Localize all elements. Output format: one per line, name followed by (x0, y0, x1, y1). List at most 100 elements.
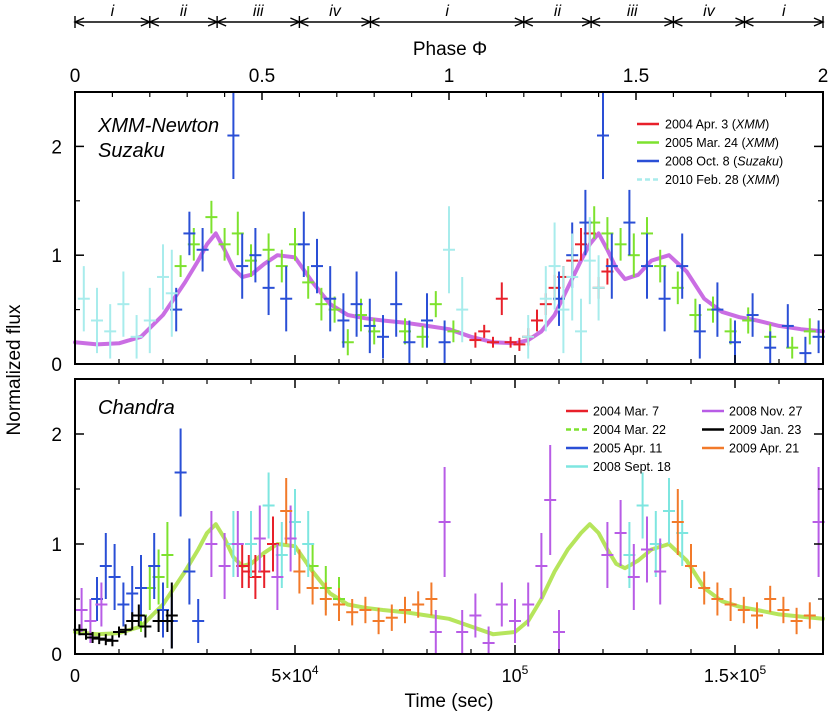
data-point (495, 582, 508, 627)
phase-axis-title: Phase Φ (413, 39, 487, 60)
y-tick-label: 0 (51, 355, 62, 376)
data-point (443, 206, 455, 294)
data-point (271, 544, 284, 610)
phase-segment-bar: i ii iii iv i ii iii iv i (73, 3, 825, 28)
legend-entry-text: 2005 Apr. 11 (593, 442, 662, 456)
data-point (456, 610, 469, 654)
data-point (183, 538, 196, 605)
data-point (302, 511, 315, 577)
data-point (781, 304, 794, 348)
x-tick-label: 1.5×105 (704, 663, 767, 686)
data-point (535, 533, 548, 599)
data-point (311, 238, 323, 294)
data-point (126, 566, 139, 621)
y-axis-label: Normalized flux (4, 304, 25, 435)
data-point (297, 211, 310, 277)
data-point (390, 271, 403, 337)
y-tick-label: 2 (51, 137, 62, 158)
bottom-y-ticks: 0 1 2 (51, 425, 823, 666)
model-curve-line (73, 522, 825, 637)
data-point (487, 336, 499, 348)
data-point (231, 511, 244, 577)
y-tick-label: 1 (51, 246, 62, 267)
data-point (236, 233, 249, 299)
top-y-ticks: 0 1 2 (51, 137, 823, 376)
data-point (218, 228, 231, 261)
legend-entry-text: 2009 Apr. 21 (729, 442, 799, 456)
data-point (196, 228, 209, 272)
data-point (363, 298, 376, 354)
bottom-plot-frame (74, 378, 824, 655)
data-point (425, 582, 438, 616)
data-point (280, 478, 293, 544)
phase-segment-label: iii (627, 3, 638, 20)
data-point (75, 588, 88, 632)
data-point (130, 315, 143, 359)
data-point (764, 331, 777, 364)
bottom-panel-label: Chandra (98, 397, 175, 419)
legend-entry-text: 2010 Feb. 28 (XMM) (665, 173, 780, 187)
data-point (350, 271, 363, 337)
y-tick-label: 2 (51, 425, 62, 446)
data-point (676, 233, 689, 299)
data-point (86, 632, 99, 643)
bottom-x-ticks: 0 5×104 105 1.5×105 (70, 379, 824, 686)
data-point (663, 478, 675, 544)
data-point (614, 500, 627, 566)
data-point (157, 244, 169, 310)
data-point (746, 293, 759, 337)
top-panel-label-line1: XMM-Newton (97, 115, 219, 137)
data-point (108, 544, 121, 610)
bottom-data-points (73, 428, 825, 654)
data-point (429, 291, 442, 318)
top-plot-frame (74, 91, 824, 365)
data-point (575, 298, 587, 364)
data-point (685, 544, 697, 588)
data-point (658, 266, 671, 332)
data-point (135, 555, 147, 621)
data-point (671, 489, 684, 555)
data-point (262, 472, 275, 539)
phase-axis-ticks: 0 0.5 1 1.5 2 (70, 66, 829, 100)
phase-tick-label: 0 (70, 66, 81, 87)
data-point (126, 612, 139, 630)
data-point (119, 624, 132, 636)
legend-entry-text: 2004 Mar. 22 (593, 423, 666, 437)
data-point (399, 596, 411, 624)
x-tick-label: 5×104 (271, 663, 319, 686)
data-point (113, 626, 125, 638)
data-point (654, 538, 667, 605)
data-point (522, 582, 535, 627)
data-point (372, 607, 385, 635)
data-point (403, 320, 416, 364)
bottom-legend: 2004 Mar. 7 2004 Mar. 22 2005 Apr. 11 2008 … (566, 405, 802, 474)
series-group (280, 478, 816, 635)
data-point (636, 472, 649, 539)
legend-entry-text: 2004 Mar. 7 (593, 405, 659, 419)
data-point (803, 602, 816, 629)
data-point (605, 233, 618, 299)
top-x-ticks (74, 355, 824, 364)
model-curve-line (73, 231, 825, 347)
data-point (93, 633, 106, 645)
data-point (469, 332, 482, 348)
data-point (711, 282, 724, 337)
data-point (174, 255, 187, 277)
series-group (91, 428, 205, 649)
data-point (482, 626, 495, 654)
data-point (143, 287, 156, 354)
data-point (601, 522, 614, 588)
panel-top: 012 XMM-Newton Suzaku 2004 Apr. 3 (XMM)2… (51, 91, 825, 376)
data-point (117, 582, 130, 627)
data-point (698, 571, 711, 605)
phase-tick-label: 2 (818, 66, 829, 87)
panel-bottom: 0 1 2 0 5×104 105 1.5×105 Chandra 2004 Mar. 7… (51, 378, 825, 686)
data-point (641, 516, 653, 583)
bottom-model-curve (73, 522, 825, 637)
series-group (170, 92, 825, 364)
x-tick-label: 0 (70, 666, 80, 686)
phase-segment-label: i (445, 3, 449, 20)
data-point (99, 533, 112, 599)
data-point (324, 266, 337, 332)
